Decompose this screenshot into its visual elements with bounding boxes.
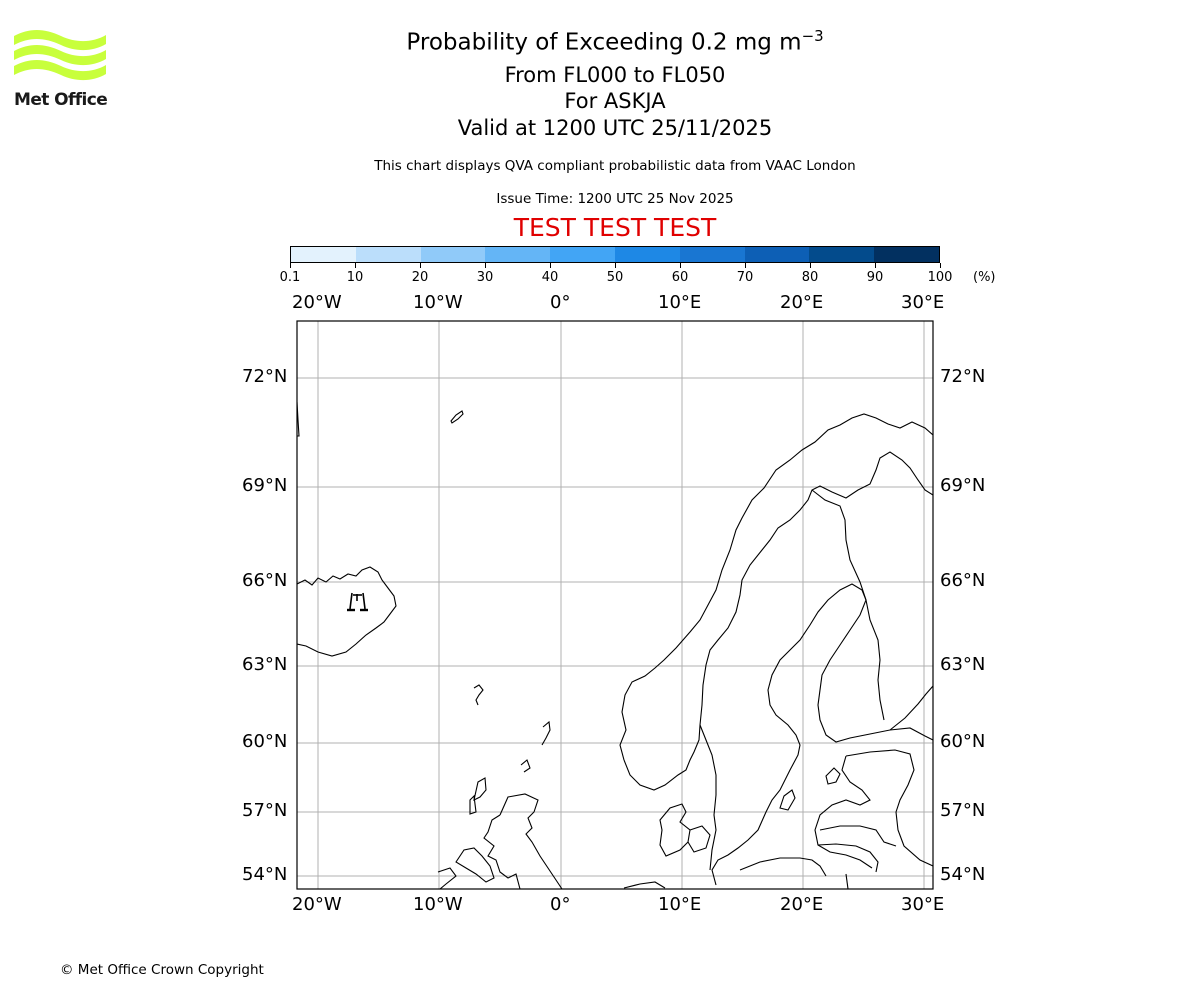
colorbar-segment: [744, 247, 810, 262]
lat-label: 57°N: [940, 800, 986, 821]
colorbar-tick-label: 10: [346, 270, 364, 285]
lon-label: 10°W: [413, 894, 463, 915]
colorbar-tick-label: 30: [476, 270, 494, 285]
lon-label: 10°W: [413, 292, 463, 313]
lat-label: 72°N: [242, 366, 288, 387]
volcano-icon: [347, 592, 368, 612]
colorbar-segment: [291, 247, 356, 262]
map-frame: [296, 320, 934, 890]
colorbar-tick-mark: [614, 263, 616, 268]
met-office-logo: Met Office: [14, 30, 109, 112]
colorbar-tick-mark: [419, 263, 421, 268]
lat-label: 60°N: [242, 731, 288, 752]
lon-label: 30°E: [901, 292, 945, 313]
lon-label: 0°: [550, 894, 571, 915]
chart-title: Probability of Exceeding 0.2 mg m−3: [406, 27, 824, 56]
colorbar-tick-mark: [744, 263, 746, 268]
colorbar-unit: (%): [973, 270, 996, 285]
colorbar-tick-label: 40: [541, 270, 559, 285]
coastlines: [297, 401, 933, 889]
lat-label: 54°N: [242, 864, 288, 885]
chart-subtitle: This chart displays QVA compliant probab…: [374, 158, 856, 174]
colorbar-tick-mark: [679, 263, 681, 268]
colorbar-tick-mark: [874, 263, 876, 268]
lon-label: 20°W: [292, 292, 342, 313]
lat-label: 66°N: [242, 570, 288, 591]
colorbar-segment: [550, 247, 615, 262]
colorbar-tick-mark: [549, 263, 551, 268]
copyright: © Met Office Crown Copyright: [60, 962, 264, 978]
test-banner: TEST TEST TEST: [513, 213, 717, 242]
colorbar-tick-label: 60: [671, 270, 689, 285]
flight-levels: From FL000 to FL050: [504, 63, 726, 87]
colorbar-segment: [485, 247, 551, 262]
colorbar-segment: [679, 247, 745, 262]
colorbar-tick-mark: [809, 263, 811, 268]
colorbar-tick-label: 100: [927, 270, 953, 285]
lon-label: 20°E: [780, 894, 824, 915]
colorbar-segment: [874, 247, 939, 262]
colorbar-tick-label: 50: [606, 270, 624, 285]
lon-label: 10°E: [658, 292, 702, 313]
logo-text: Met Office: [14, 90, 108, 110]
colorbar-segment: [355, 247, 421, 262]
lat-label: 66°N: [940, 570, 986, 591]
lon-label: 10°E: [658, 894, 702, 915]
volcano-name: For ASKJA: [564, 89, 666, 113]
colorbar-tick-mark: [354, 263, 356, 268]
lat-label: 63°N: [242, 654, 288, 675]
gridlines: [297, 321, 933, 889]
lon-label: 30°E: [901, 894, 945, 915]
lat-label: 69°N: [242, 475, 288, 496]
lon-label: 20°W: [292, 894, 342, 915]
lat-label: 72°N: [940, 366, 986, 387]
lat-label: 54°N: [940, 864, 986, 885]
colorbar-segment: [420, 247, 486, 262]
lon-label: 20°E: [780, 292, 824, 313]
lat-label: 69°N: [940, 475, 986, 496]
colorbar-tick-label: 0.1: [279, 270, 301, 285]
met-office-waves-icon: [14, 30, 106, 81]
lat-label: 63°N: [940, 654, 986, 675]
issue-time: Issue Time: 1200 UTC 25 Nov 2025: [496, 191, 734, 207]
valid-time: Valid at 1200 UTC 25/11/2025: [457, 116, 773, 140]
colorbar-tick-mark: [289, 263, 291, 268]
colorbar-tick-label: 70: [736, 270, 754, 285]
colorbar-segment: [809, 247, 875, 262]
colorbar-tick-label: 20: [411, 270, 429, 285]
colorbar-tick-mark: [939, 263, 941, 268]
lat-label: 57°N: [242, 800, 288, 821]
lon-label: 0°: [550, 292, 571, 313]
lat-label: 60°N: [940, 731, 986, 752]
colorbar: [290, 246, 940, 263]
colorbar-tick-label: 90: [866, 270, 884, 285]
colorbar-tick-label: 80: [801, 270, 819, 285]
colorbar-segment: [614, 247, 680, 262]
colorbar-tick-mark: [484, 263, 486, 268]
